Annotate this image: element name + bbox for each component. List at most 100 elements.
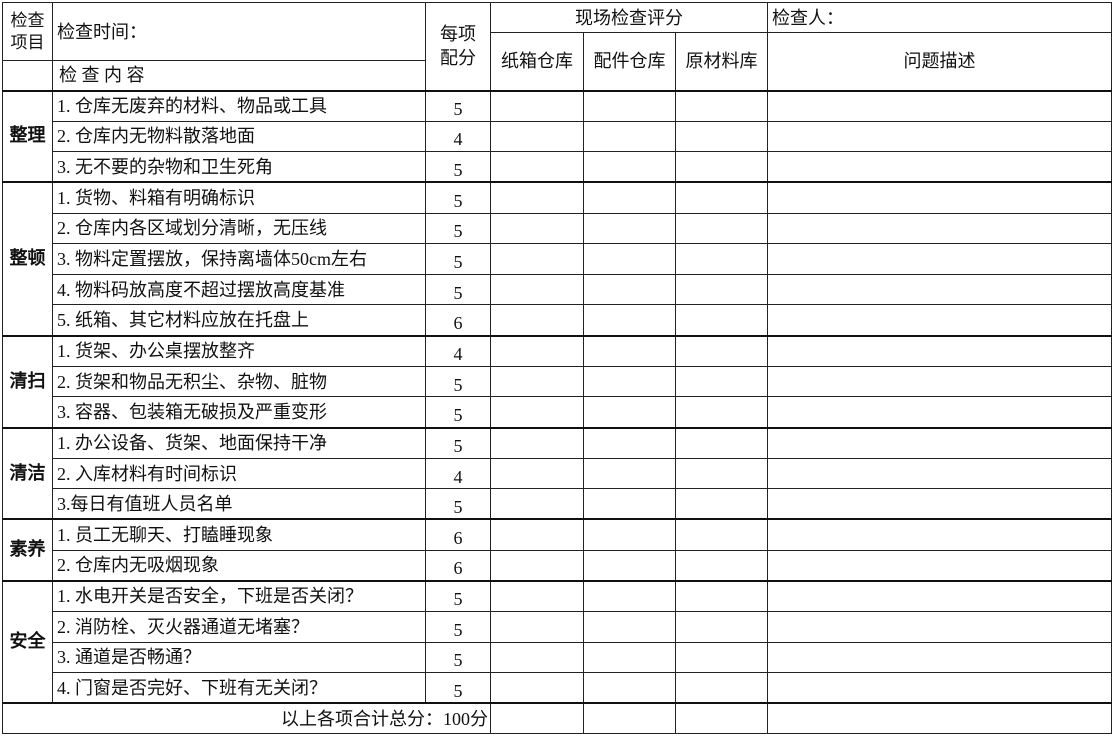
- total-cell[interactable]: [675, 702, 768, 734]
- item-score: 5: [425, 151, 491, 183]
- score-input-cell[interactable]: [490, 610, 584, 643]
- problem-desc-cell[interactable]: [767, 426, 1112, 459]
- item-score: 5: [425, 396, 491, 429]
- score-input-cell[interactable]: [490, 579, 584, 612]
- score-input-cell[interactable]: [490, 365, 584, 398]
- score-input-cell[interactable]: [490, 212, 584, 245]
- total-cell[interactable]: [490, 702, 584, 734]
- score-input-cell[interactable]: [583, 89, 676, 122]
- score-input-cell[interactable]: [675, 488, 768, 520]
- score-input-cell[interactable]: [583, 549, 676, 582]
- score-input-cell[interactable]: [583, 610, 676, 643]
- score-input-cell[interactable]: [490, 181, 584, 214]
- score-input-cell[interactable]: [675, 396, 768, 429]
- score-input-cell[interactable]: [490, 457, 584, 490]
- score-input-cell[interactable]: [675, 426, 768, 459]
- score-input-cell[interactable]: [490, 89, 584, 122]
- score-input-cell[interactable]: [490, 641, 584, 674]
- problem-desc-cell[interactable]: [767, 365, 1112, 398]
- score-input-cell[interactable]: [675, 151, 768, 183]
- score-input-cell[interactable]: [490, 518, 584, 551]
- score-input-cell[interactable]: [490, 120, 584, 153]
- score-input-cell[interactable]: [583, 334, 676, 367]
- score-input-cell[interactable]: [583, 243, 676, 275]
- item-text: 3. 无不要的杂物和卫生死角: [52, 151, 426, 183]
- problem-desc-cell[interactable]: [767, 181, 1112, 214]
- score-input-cell[interactable]: [583, 457, 676, 490]
- score-input-cell[interactable]: [490, 243, 584, 275]
- score-input-cell[interactable]: [583, 304, 676, 337]
- problem-desc-cell[interactable]: [767, 610, 1112, 643]
- table-row: 素养 1. 员工无聊天、打瞌睡现象 6: [2, 518, 1112, 582]
- total-desc-cell[interactable]: [767, 702, 1112, 734]
- problem-desc-cell[interactable]: [767, 672, 1112, 704]
- category-label: 清扫: [2, 334, 53, 429]
- score-input-cell[interactable]: [583, 120, 676, 153]
- score-input-cell[interactable]: [675, 120, 768, 153]
- score-input-cell[interactable]: [675, 365, 768, 398]
- problem-desc-cell[interactable]: [767, 488, 1112, 520]
- onsite-header: 现场检查评分: [490, 2, 768, 33]
- score-input-cell[interactable]: [490, 426, 584, 459]
- score-input-cell[interactable]: [490, 396, 584, 429]
- table-row: 3. 通道是否畅通？ 5: [3, 641, 1112, 674]
- score-input-cell[interactable]: [675, 610, 768, 643]
- score-input-cell[interactable]: [583, 488, 676, 520]
- score-input-cell[interactable]: [675, 672, 768, 704]
- score-input-cell[interactable]: [583, 212, 676, 245]
- score-input-cell[interactable]: [675, 549, 768, 582]
- score-input-cell[interactable]: [490, 273, 584, 306]
- item-score: 5: [425, 365, 491, 398]
- score-input-cell[interactable]: [675, 579, 768, 612]
- item-score: 4: [425, 457, 491, 490]
- problem-desc-cell[interactable]: [767, 641, 1112, 674]
- score-input-cell[interactable]: [675, 181, 768, 214]
- score-input-cell[interactable]: [583, 518, 676, 551]
- problem-desc-cell[interactable]: [767, 120, 1112, 153]
- problem-desc-cell[interactable]: [767, 151, 1112, 183]
- table-row: 2. 仓库内各区域划分清晰，无压线 5: [3, 212, 1112, 245]
- problem-desc-cell[interactable]: [767, 243, 1112, 275]
- score-input-cell[interactable]: [490, 488, 584, 520]
- problem-desc-cell[interactable]: [767, 334, 1112, 367]
- score-input-cell[interactable]: [675, 457, 768, 490]
- problem-desc-cell[interactable]: [767, 396, 1112, 429]
- score-input-cell[interactable]: [675, 518, 768, 551]
- score-input-cell[interactable]: [583, 579, 676, 612]
- problem-desc-cell[interactable]: [767, 457, 1112, 490]
- score-input-cell[interactable]: [675, 641, 768, 674]
- score-input-cell[interactable]: [583, 426, 676, 459]
- item-score: 6: [425, 549, 491, 582]
- score-input-cell[interactable]: [675, 89, 768, 122]
- score-input-cell[interactable]: [490, 334, 584, 367]
- score-input-cell[interactable]: [583, 365, 676, 398]
- total-row: 以上各项合计总分：100分: [2, 702, 1112, 734]
- score-input-cell[interactable]: [583, 273, 676, 306]
- problem-desc-cell[interactable]: [767, 579, 1112, 612]
- problem-desc-cell[interactable]: [767, 212, 1112, 245]
- score-input-cell[interactable]: [675, 212, 768, 245]
- problem-desc-cell[interactable]: [767, 273, 1112, 306]
- problem-desc-cell[interactable]: [767, 89, 1112, 122]
- score-input-cell[interactable]: [490, 672, 584, 704]
- total-cell[interactable]: [583, 702, 676, 734]
- item-text: 1. 货架、办公桌摆放整齐: [52, 334, 426, 367]
- problem-desc-cell[interactable]: [767, 518, 1112, 551]
- score-input-cell[interactable]: [675, 334, 768, 367]
- problem-desc-cell[interactable]: [767, 304, 1112, 337]
- score-input-cell[interactable]: [583, 396, 676, 429]
- problem-desc-cell[interactable]: [767, 549, 1112, 582]
- score-input-cell[interactable]: [490, 151, 584, 183]
- score-input-cell[interactable]: [675, 304, 768, 337]
- score-input-cell[interactable]: [583, 641, 676, 674]
- table-row: 2. 货架和物品无积尘、杂物、脏物 5: [3, 365, 1112, 398]
- item-score: 5: [425, 426, 491, 459]
- score-input-cell[interactable]: [490, 304, 584, 337]
- score-input-cell[interactable]: [675, 243, 768, 275]
- score-input-cell[interactable]: [583, 181, 676, 214]
- score-input-cell[interactable]: [583, 151, 676, 183]
- score-input-cell[interactable]: [583, 672, 676, 704]
- score-input-cell[interactable]: [490, 549, 584, 582]
- score-input-cell[interactable]: [675, 273, 768, 306]
